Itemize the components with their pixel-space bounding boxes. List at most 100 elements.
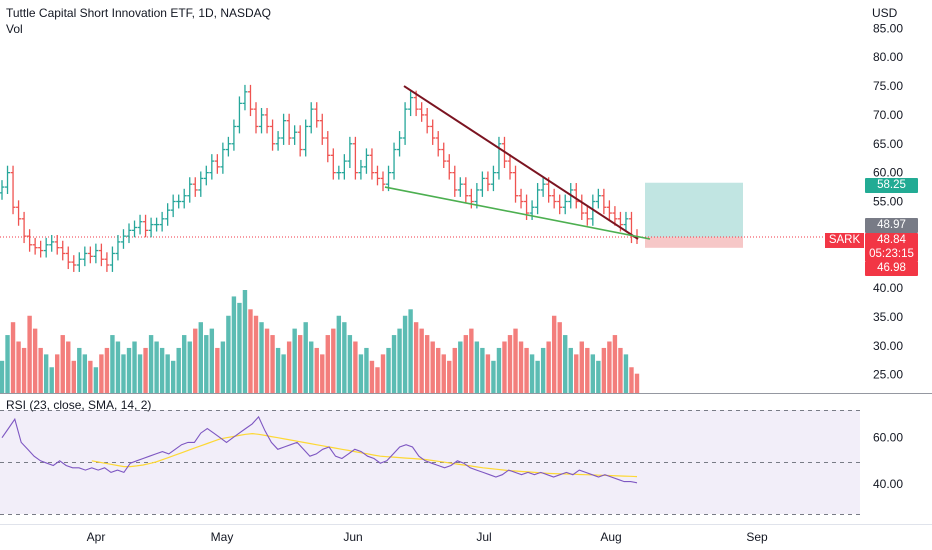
price-bar [347, 136, 353, 169]
volume-bar [474, 341, 480, 393]
volume-bar [430, 341, 435, 393]
volume-bar [132, 341, 137, 393]
volume-bar [55, 354, 60, 393]
price-bar [408, 90, 414, 117]
price-bar [358, 159, 364, 180]
volume-bar [496, 347, 502, 393]
price-bar [154, 217, 160, 232]
price-bar [595, 188, 601, 209]
price-bar [308, 102, 314, 134]
volume-bar [93, 367, 99, 393]
price-axis-tick: 75.00 [873, 79, 903, 93]
volume-bar [286, 341, 292, 393]
price-bar [132, 220, 138, 238]
volume-bar [77, 347, 82, 393]
volume-bar [148, 335, 154, 393]
volume-bar [71, 360, 76, 393]
volume-bar [524, 347, 529, 393]
volume-bar [248, 309, 253, 393]
volume-bar [297, 335, 303, 393]
price-bar [292, 125, 298, 145]
target-price-tag: 58.25 [865, 178, 918, 193]
price-bar [275, 131, 281, 151]
volume-bar [43, 354, 49, 393]
volume-bar [634, 373, 640, 393]
price-bar [441, 142, 447, 169]
price-bar [187, 177, 193, 203]
volume-bar [159, 347, 165, 393]
price-bar [253, 102, 259, 134]
time-axis-label: Aug [600, 530, 621, 544]
volume-bar [596, 360, 601, 393]
time-axis-label: Jul [476, 530, 491, 544]
volume-bar [347, 335, 353, 393]
volume-bar [137, 354, 143, 393]
volume-bar [336, 315, 342, 393]
symbol-tag: SARK [825, 233, 864, 248]
price-bar [203, 165, 209, 186]
price-bar [303, 119, 309, 157]
volume-bar [397, 328, 402, 393]
volume-bar [242, 290, 248, 393]
price-bar [623, 211, 629, 232]
price-bar [380, 171, 386, 192]
volume-bar [320, 354, 325, 393]
price-bar [87, 246, 93, 264]
volume-bar [115, 341, 121, 393]
price-bar [330, 148, 336, 180]
volume-bar [369, 360, 375, 393]
price-bar [551, 188, 557, 209]
price-bar [21, 211, 27, 244]
volume-bar [413, 322, 419, 393]
volume-bar [237, 302, 242, 393]
volume-bar [557, 322, 562, 393]
price-axis-tick: 80.00 [873, 50, 903, 64]
price-axis-tick: 55.00 [873, 195, 903, 209]
price-bar [259, 107, 265, 134]
price-bar [181, 188, 187, 209]
volume-bar [402, 315, 408, 393]
volume-bar [623, 354, 629, 393]
volume-bar [32, 328, 38, 393]
price-bar [424, 107, 430, 134]
last-close-tag: 48.97 [865, 218, 918, 233]
stop-price-tag: 46.98 [865, 261, 918, 276]
price-bar [562, 194, 568, 215]
time-axis-label: Apr [87, 530, 106, 544]
price-bar [49, 234, 55, 252]
price-bar [369, 148, 375, 180]
volume-bar [292, 328, 297, 393]
volume-bar [480, 347, 485, 393]
volume-bar [5, 335, 10, 393]
volume-bar [121, 354, 126, 393]
price-bar [126, 223, 132, 244]
volume-bar [458, 341, 463, 393]
upper-trendline[interactable] [403, 85, 639, 240]
price-bar [468, 188, 474, 209]
volume-bar [182, 335, 187, 393]
price-bar [109, 246, 115, 272]
price-bar [27, 229, 33, 252]
volume-bar [21, 347, 27, 393]
volume-bar [170, 360, 176, 393]
price-bar [573, 183, 579, 209]
volume-bar [419, 328, 424, 393]
target-zone [645, 182, 743, 238]
price-bar [435, 131, 441, 157]
volume-bar [275, 347, 281, 393]
volume-bar [469, 328, 474, 393]
price-bar [402, 102, 408, 145]
price-bar [32, 237, 38, 255]
price-axis-tick: 70.00 [873, 108, 903, 122]
volume-bar [518, 341, 524, 393]
price-bar [247, 84, 253, 117]
volume-bar [220, 341, 226, 393]
price-bar [10, 165, 16, 215]
volume-bar [546, 341, 551, 393]
price-bar [98, 243, 104, 267]
volume-bar [612, 335, 618, 393]
volume-bar [309, 341, 314, 393]
volume-bar [424, 335, 430, 393]
price-bar [209, 154, 215, 180]
lower-trendline[interactable] [384, 186, 651, 240]
